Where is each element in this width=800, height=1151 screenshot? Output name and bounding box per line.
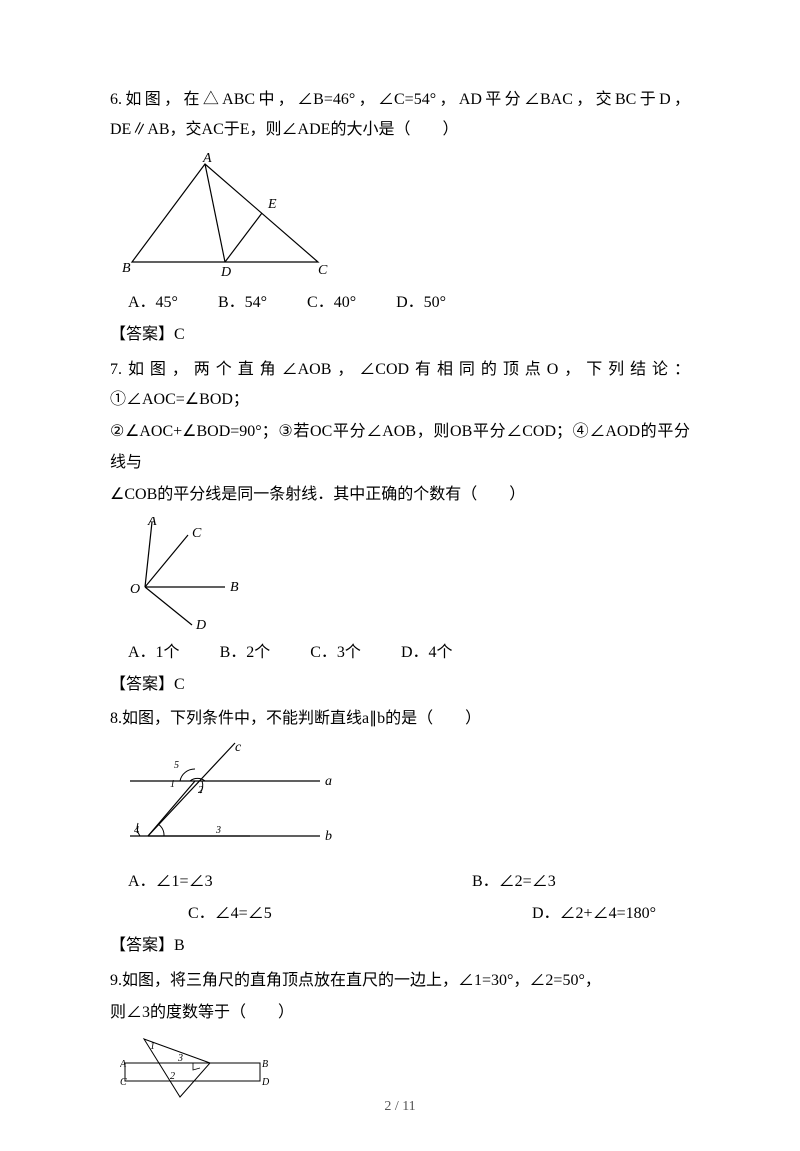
q6-opt-d: D．50° [396,288,446,318]
lbl-D7: D [195,618,206,632]
q7-answer: 【答案】C [110,670,690,700]
q8-opt-b: B．∠2=∠3 [472,867,556,897]
lbl-O7: O [130,582,140,597]
lbl-E: E [267,197,277,212]
q8-diagram: c a b 5 1 2 3 4 [120,741,690,861]
lbl-A7: A [147,517,157,529]
q7-line2: ②∠AOC+∠BOD=90°；③若OC平分∠AOB，则OB平分∠COD；④∠AO… [110,417,690,478]
q9-line1: 9.如图，将三角尺的直角顶点放在直尺的一边上，∠1=30°，∠2=50°， [110,966,690,996]
lbl-C9: C [120,1077,127,1088]
q9-line2: 则∠3的度数等于（ ） [110,998,690,1028]
q8-opt-c: C．∠4=∠5 [188,899,528,929]
q7-opt-a: A．1个 [128,638,180,668]
lbl-D: D [220,265,231,280]
q6-text: 6.如图，在△ABC中，∠B=46°，∠C=54°，AD平分∠BAC，交BC于D… [110,85,690,146]
lbl-B9: B [262,1059,268,1070]
lbl-D9: D [261,1077,270,1088]
q6-opt-c: C．40° [307,288,356,318]
q7-opt-b: B．2个 [220,638,271,668]
q8-opt-d: D．∠2+∠4=180° [532,899,656,929]
lbl-A9: A [120,1059,127,1070]
q7-line3: ∠COB的平分线是同一条射线．其中正确的个数有（ ） [110,480,690,510]
lbl-a8: a [325,774,332,789]
lbl-2: 2 [198,785,203,796]
q7-opt-d: D．4个 [401,638,453,668]
q6-answer: 【答案】C [110,320,690,350]
lbl-C7: C [192,526,202,541]
q6-diagram: A B C D E [120,152,690,282]
lbl-C: C [318,263,328,278]
page-footer: 2 / 11 [0,1094,800,1121]
q8-opt-a: A．∠1=∠3 [128,867,468,897]
q7-diagram: A C B D O [120,517,690,632]
q7-options: A．1个 B．2个 C．3个 D．4个 [110,638,690,668]
lbl-B7: B [230,580,239,595]
q6-opt-b: B．54° [218,288,267,318]
lbl-4: 4 [134,825,139,836]
lbl-1: 1 [170,779,175,790]
lbl-b8: b [325,829,332,844]
q6-opt-a: A．45° [128,288,178,318]
lbl-A: A [202,152,212,166]
lbl-B: B [122,261,131,276]
q8-options-row2: C．∠4=∠5 D．∠2+∠4=180° [110,899,690,929]
lbl-3: 3 [215,825,221,836]
lbl-c8: c [235,741,242,755]
lbl-n1: 1 [150,1041,155,1052]
lbl-n2: 2 [170,1071,175,1082]
lbl-5: 5 [174,760,179,771]
q7-line1: 7.如图，两个直角∠AOB，∠COD有相同的顶点O，下列结论：①∠AOC=∠BO… [110,355,690,416]
q7-opt-c: C．3个 [310,638,361,668]
lbl-n3: 3 [177,1053,183,1064]
q8-text: 8.如图，下列条件中，不能判断直线a∥b的是（ ） [110,704,690,734]
q6-options: A．45° B．54° C．40° D．50° [110,288,690,318]
q8-answer: 【答案】B [110,931,690,961]
q8-options-row1: A．∠1=∠3 B．∠2=∠3 [110,867,690,897]
